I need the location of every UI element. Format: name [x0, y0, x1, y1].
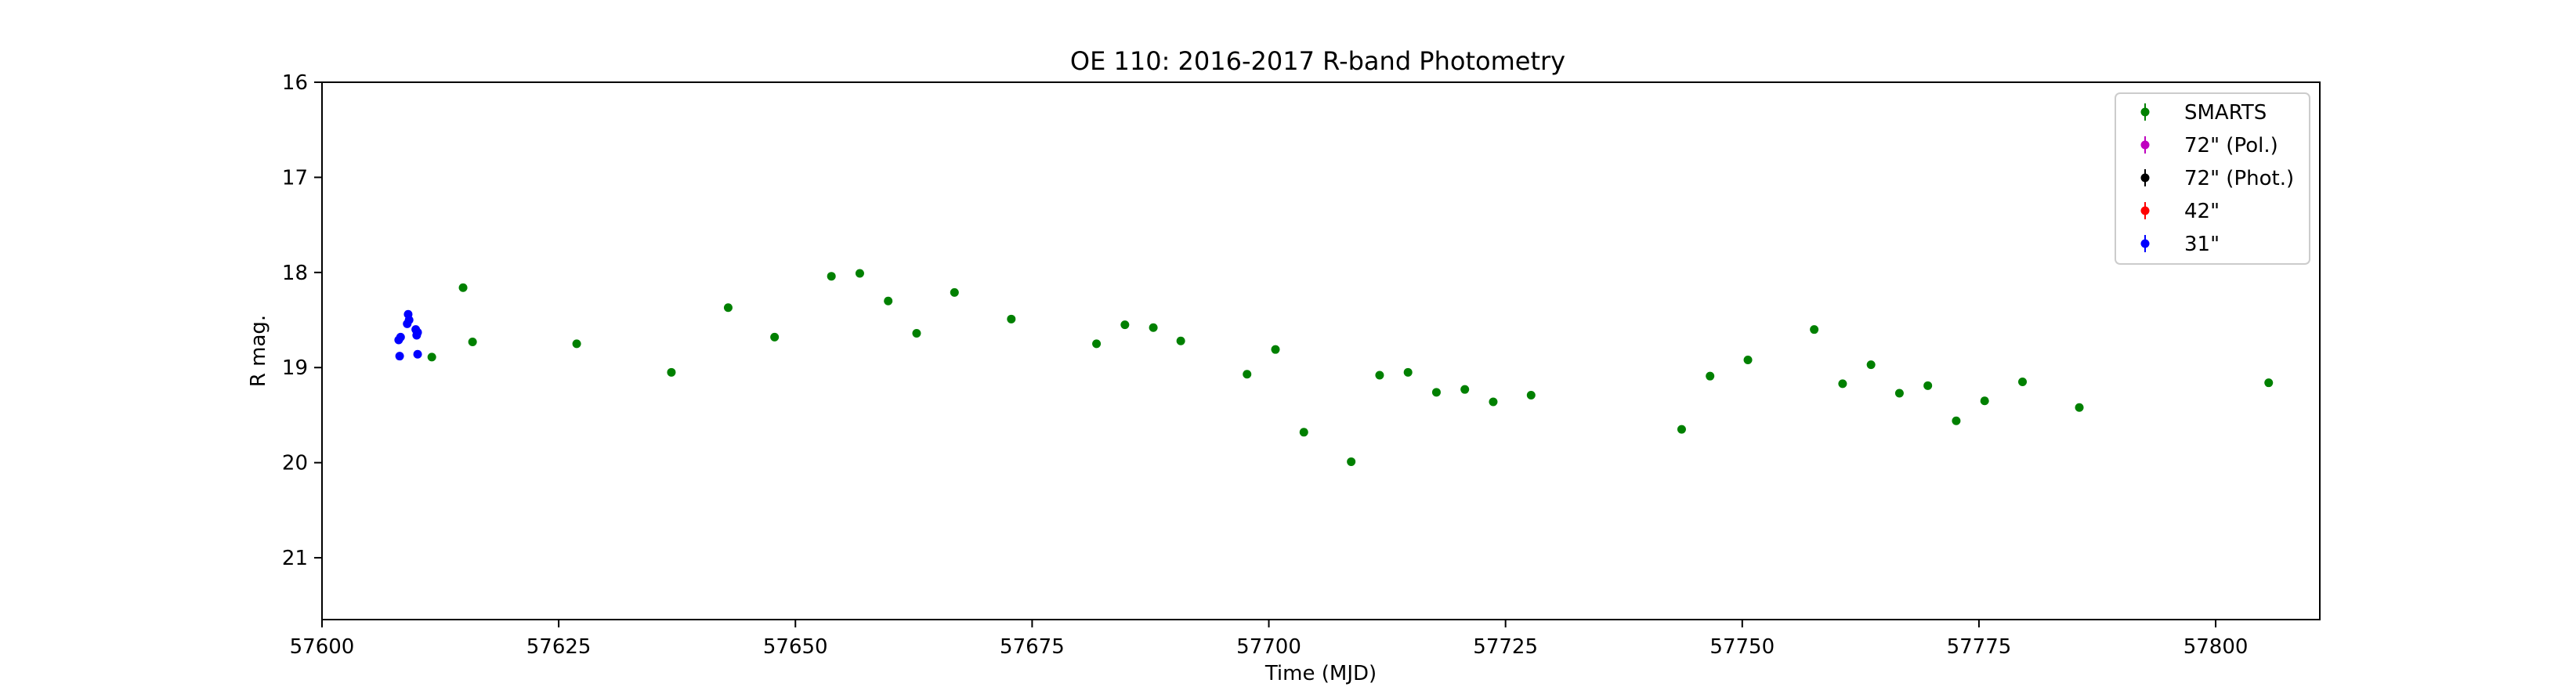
- x-tick-label: 57675: [1000, 635, 1065, 659]
- data-point: [1980, 396, 1989, 406]
- y-tick-label: 18: [282, 262, 308, 285]
- data-point: [1838, 379, 1847, 389]
- data-point: [1706, 371, 1715, 381]
- legend-entry: 72" (Phot.): [2140, 167, 2294, 190]
- data-point: [1810, 325, 1819, 334]
- data-point: [1431, 388, 1441, 397]
- data-point: [1677, 425, 1686, 434]
- x-tick-label: 57600: [290, 635, 355, 659]
- legend: SMARTS 72" (Pol.) 72" (Phot.) 42" 31": [2115, 92, 2310, 265]
- x-tick-label: 57725: [1473, 635, 1538, 659]
- data-point: [1952, 416, 1961, 425]
- legend-entry: 31": [2140, 233, 2220, 256]
- data-point: [1149, 323, 1158, 332]
- data-point: [396, 332, 405, 342]
- legend-entry: 72" (Pol.): [2140, 134, 2278, 157]
- y-tick-label: 16: [282, 71, 308, 95]
- data-point: [1299, 428, 1308, 437]
- data-point: [413, 349, 422, 359]
- data-point: [468, 337, 477, 346]
- data-point: [395, 352, 404, 361]
- x-tick-label: 57650: [763, 635, 828, 659]
- plot-area: [321, 81, 2321, 620]
- data-point: [572, 339, 581, 349]
- legend-entry: SMARTS: [2140, 101, 2267, 125]
- data-point: [770, 332, 780, 342]
- legend-marker: [2140, 206, 2150, 215]
- legend-label: SMARTS: [2184, 101, 2267, 125]
- x-axis-ticks: 57600 57625 57650 57675 57700 57725 57750 57775…: [290, 620, 2249, 659]
- data-point: [884, 296, 893, 305]
- data-point: [1923, 381, 1933, 390]
- x-tick-label: 57775: [1947, 635, 2012, 659]
- data-point: [667, 367, 676, 377]
- plot-frame: [321, 81, 2321, 620]
- legend-marker: [2140, 173, 2150, 183]
- x-axis-label: Time (MJD): [1264, 662, 1377, 685]
- legend-label: 72" (Phot.): [2184, 167, 2294, 190]
- data-point: [1866, 360, 1876, 370]
- chart-title: OE 110: 2016-2017 R-band Photometry: [1070, 46, 1565, 76]
- legend-label: 72" (Pol.): [2184, 134, 2278, 157]
- y-tick-label: 17: [282, 166, 308, 190]
- data-point: [403, 319, 412, 328]
- data-point: [1243, 370, 1252, 379]
- data-point: [1176, 336, 1185, 345]
- data-point: [2018, 377, 2028, 386]
- data-point: [1403, 367, 1413, 377]
- data-point: [1092, 339, 1102, 349]
- data-point: [827, 272, 836, 281]
- legend-label: 42": [2184, 200, 2220, 223]
- data-point: [1894, 389, 1904, 398]
- data-point: [2075, 403, 2084, 412]
- legend-marker: [2140, 140, 2150, 150]
- x-tick-label: 57750: [1709, 635, 1775, 659]
- data-point: [1375, 370, 1384, 380]
- y-axis-ticks: 16 17 18 19 20 21: [282, 71, 322, 570]
- data-point: [1120, 320, 1130, 330]
- data-point: [1743, 356, 1753, 365]
- data-point: [1526, 390, 1536, 399]
- x-tick-label: 57625: [526, 635, 592, 659]
- y-tick-label: 21: [282, 547, 308, 570]
- data-point: [458, 283, 468, 292]
- data-point: [1347, 457, 1356, 466]
- data-point: [723, 303, 733, 313]
- y-tick-label: 19: [282, 356, 308, 380]
- data-point: [912, 329, 921, 338]
- data-point: [950, 287, 959, 297]
- data-point: [427, 352, 436, 362]
- data-point: [1489, 397, 1498, 407]
- y-tick-label: 20: [282, 452, 308, 475]
- legend-entry: 42": [2140, 200, 2220, 223]
- legend-marker: [2140, 107, 2150, 117]
- y-axis-label: R mag.: [247, 315, 270, 387]
- data-point: [2264, 378, 2274, 388]
- x-tick-label: 57800: [2183, 635, 2249, 659]
- data-point: [1007, 314, 1016, 324]
- data-point: [1460, 385, 1470, 394]
- data-point: [855, 269, 864, 278]
- legend-label: 31": [2184, 233, 2220, 256]
- legend-marker: [2140, 239, 2150, 248]
- data-point: [412, 331, 421, 340]
- x-tick-label: 57700: [1236, 635, 1301, 659]
- data-point: [1271, 345, 1280, 354]
- legend-frame: [2115, 92, 2310, 265]
- data-points: [394, 269, 2274, 466]
